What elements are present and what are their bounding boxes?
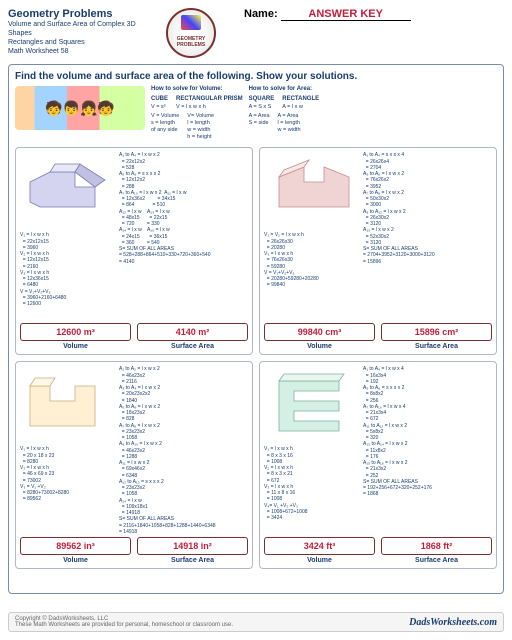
name-field: Name: ANSWER KEY <box>224 8 504 21</box>
worksheet-page: Geometry Problems Volume and Surface Are… <box>0 0 512 640</box>
formula-row: 🧒👦👧🧒 How to solve for Volume: CUBEV = s³… <box>15 86 497 141</box>
volume-1: 12600 m³ <box>20 323 131 341</box>
vol-label: Volume <box>20 557 131 564</box>
calc-right-1: A₁ to A₄ = l x w x 2 = 22x12x2 = 528 A₅ … <box>119 152 248 282</box>
answer-key-text: ANSWER KEY <box>281 8 411 21</box>
name-label: Name: <box>244 8 278 20</box>
subtitle-3: Math Worksheet 58 <box>8 47 158 56</box>
kids-illustration: 🧒👦👧🧒 <box>15 86 145 130</box>
area-label: Surface Area <box>137 343 248 350</box>
vol-label: Volume <box>264 557 375 564</box>
area-label: Surface Area <box>137 557 248 564</box>
terms: These Math Worksheets are provided for p… <box>15 622 233 628</box>
calc-left-1: V₁ = l x w x h = 22x12x15 = 3960 V₂ = l … <box>20 232 115 307</box>
subtitle-2: Rectangles and Squares <box>8 38 158 47</box>
problem-1: A₁ to A₄ = l x w x 2 = 22x12x2 = 528 A₅ … <box>15 147 253 355</box>
volume-2: 99840 cm³ <box>264 323 375 341</box>
main-title: Geometry Problems <box>8 8 158 20</box>
shape-3 <box>20 366 115 451</box>
subtitle-1: Volume and Surface Area of Complex 3D Sh… <box>8 20 158 38</box>
problem-2: A₁ to A₄ = s x s x 4 = 26x26x4 = 2704 A₅… <box>259 147 497 355</box>
vol-label: Volume <box>264 343 375 350</box>
logo-badge: GEOMETRY PROBLEMS <box>166 8 216 58</box>
answers-1: 12600 m³ Volume 4140 m² Surface Area <box>20 323 248 350</box>
volume-3: 89562 in³ <box>20 537 131 555</box>
calc-left-3: V₁ = l x w x h = 20 x 18 x 23 = 8280 V₂ … <box>20 446 115 502</box>
calc-right-2: A₁ to A₄ = s x s x 4 = 26x26x4 = 2704 A₅… <box>363 152 492 282</box>
brand: DadsWorksheets.com <box>409 617 497 628</box>
area-label: Surface Area <box>381 557 492 564</box>
shape-2 <box>264 152 359 237</box>
area-4: 1868 ft² <box>381 537 492 555</box>
shape-4 <box>264 366 359 451</box>
calc-right-4: A₁ to A₄ = l x w x 4 = 16x3x4 = 192 A₅ t… <box>363 366 492 496</box>
area-3: 14918 in² <box>137 537 248 555</box>
area-formulas: How to solve for Area: SQUAREA = S x S R… <box>249 86 320 134</box>
problems-grid: A₁ to A₄ = l x w x 2 = 22x12x2 = 528 A₅ … <box>15 147 497 569</box>
title-block: Geometry Problems Volume and Surface Are… <box>8 8 158 56</box>
area-1: 4140 m² <box>137 323 248 341</box>
volume-4: 3424 ft³ <box>264 537 375 555</box>
problem-4: A₁ to A₄ = l x w x 4 = 16x3x4 = 192 A₅ t… <box>259 361 497 569</box>
footer: Copyright © DadsWorksheets, LLC These Ma… <box>8 612 504 632</box>
answers-3: 89562 in³ Volume 14918 in² Surface Area <box>20 537 248 564</box>
shape-1 <box>20 152 115 237</box>
calc-left-2: V₁ = V₂ = l x w x h = 26x26x30 = 20280 V… <box>264 232 359 288</box>
header: Geometry Problems Volume and Surface Are… <box>8 8 504 58</box>
answers-2: 99840 cm³ Volume 15896 cm² Surface Area <box>264 323 492 350</box>
calc-right-3: A₁ to A₂ = l x w x 2 = 46x23x2 = 2116 A₃… <box>119 366 248 496</box>
answers-4: 3424 ft³ Volume 1868 ft² Surface Area <box>264 537 492 564</box>
area-2: 15896 cm² <box>381 323 492 341</box>
problem-3: A₁ to A₂ = l x w x 2 = 46x23x2 = 2116 A₃… <box>15 361 253 569</box>
area-label: Surface Area <box>381 343 492 350</box>
main-content-box: Find the volume and surface area of the … <box>8 64 504 594</box>
calc-left-4: V₁ = l x w x h = 8 x 3 x 16 = 1008 V₂ = … <box>264 446 359 521</box>
volume-formulas: How to solve for Volume: CUBEV = s³ RECT… <box>151 86 243 141</box>
instruction: Find the volume and surface area of the … <box>15 71 497 82</box>
copyright-block: Copyright © DadsWorksheets, LLC These Ma… <box>15 616 233 628</box>
vol-label: Volume <box>20 343 131 350</box>
